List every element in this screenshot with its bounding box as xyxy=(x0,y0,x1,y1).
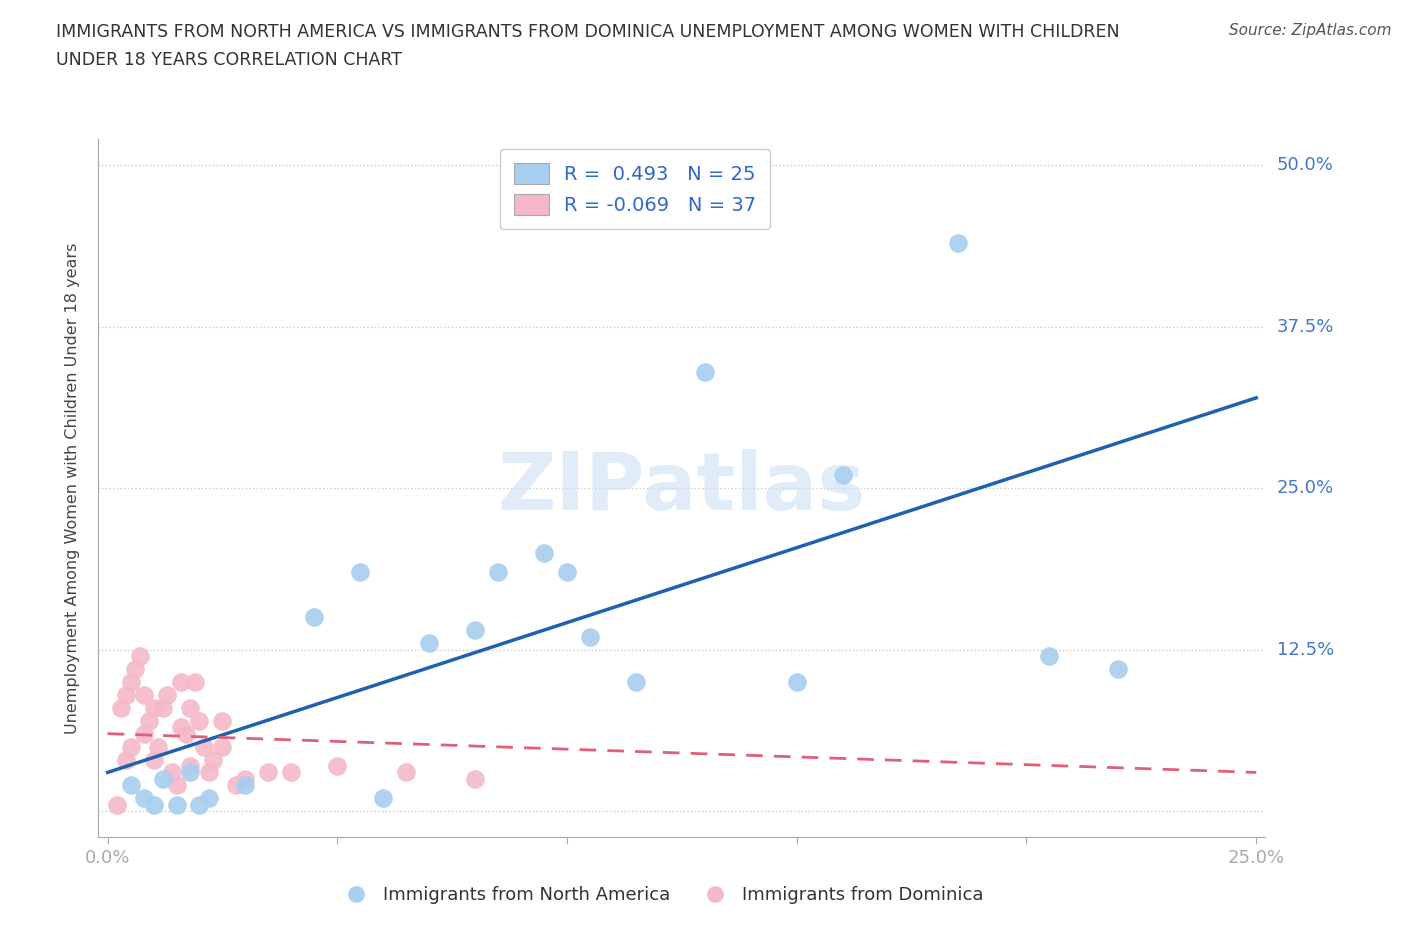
Point xyxy=(120,739,142,754)
Point xyxy=(160,765,183,780)
Point xyxy=(486,565,509,579)
Point xyxy=(184,674,207,689)
Point xyxy=(202,752,225,767)
Point xyxy=(946,235,969,250)
Point xyxy=(197,790,219,805)
Point xyxy=(555,565,578,579)
Point xyxy=(142,700,165,715)
Point xyxy=(395,765,418,780)
Point xyxy=(235,777,257,792)
Point xyxy=(134,687,156,702)
Point xyxy=(1038,649,1060,664)
Point xyxy=(225,777,247,792)
Point xyxy=(134,726,156,741)
Text: 25.0%: 25.0% xyxy=(1277,479,1334,498)
Point xyxy=(418,636,440,651)
Point xyxy=(373,790,395,805)
Point xyxy=(786,674,808,689)
Point xyxy=(464,623,486,638)
Text: 50.0%: 50.0% xyxy=(1277,156,1333,174)
Text: 37.5%: 37.5% xyxy=(1277,318,1334,336)
Point xyxy=(197,765,219,780)
Point xyxy=(349,565,371,579)
Point xyxy=(624,674,647,689)
Legend: Immigrants from North America, Immigrants from Dominica: Immigrants from North America, Immigrant… xyxy=(330,879,991,911)
Point xyxy=(174,726,197,741)
Point xyxy=(533,545,555,560)
Point xyxy=(120,777,142,792)
Text: IMMIGRANTS FROM NORTH AMERICA VS IMMIGRANTS FROM DOMINICA UNEMPLOYMENT AMONG WOM: IMMIGRANTS FROM NORTH AMERICA VS IMMIGRA… xyxy=(56,23,1119,41)
Text: ZIPatlas: ZIPatlas xyxy=(498,449,866,527)
Point xyxy=(179,759,201,774)
Point xyxy=(110,700,132,715)
Point xyxy=(138,713,160,728)
Point xyxy=(1107,661,1129,676)
Point xyxy=(166,797,188,812)
Point xyxy=(170,720,193,735)
Point xyxy=(152,700,174,715)
Point xyxy=(115,687,138,702)
Point xyxy=(134,790,156,805)
Point xyxy=(188,797,211,812)
Point xyxy=(235,772,257,787)
Point xyxy=(152,772,174,787)
Point xyxy=(188,713,211,728)
Point xyxy=(280,765,302,780)
Point xyxy=(464,772,486,787)
Point xyxy=(693,365,716,379)
Point xyxy=(142,797,165,812)
Point xyxy=(579,630,602,644)
Point xyxy=(179,765,201,780)
Point xyxy=(193,739,215,754)
Y-axis label: Unemployment Among Women with Children Under 18 years: Unemployment Among Women with Children U… xyxy=(65,243,80,734)
Text: 12.5%: 12.5% xyxy=(1277,641,1334,658)
Point xyxy=(304,610,326,625)
Point xyxy=(146,739,169,754)
Point xyxy=(166,777,188,792)
Point xyxy=(831,468,853,483)
Point xyxy=(115,752,138,767)
Point xyxy=(257,765,280,780)
Legend: R =  0.493   N = 25, R = -0.069   N = 37: R = 0.493 N = 25, R = -0.069 N = 37 xyxy=(501,149,770,229)
Point xyxy=(170,674,193,689)
Point xyxy=(326,759,349,774)
Point xyxy=(128,649,150,664)
Point xyxy=(179,700,201,715)
Point xyxy=(120,674,142,689)
Point xyxy=(142,752,165,767)
Point xyxy=(105,797,128,812)
Point xyxy=(124,661,146,676)
Text: Source: ZipAtlas.com: Source: ZipAtlas.com xyxy=(1229,23,1392,38)
Text: UNDER 18 YEARS CORRELATION CHART: UNDER 18 YEARS CORRELATION CHART xyxy=(56,51,402,69)
Point xyxy=(211,713,233,728)
Point xyxy=(156,687,179,702)
Point xyxy=(211,739,233,754)
